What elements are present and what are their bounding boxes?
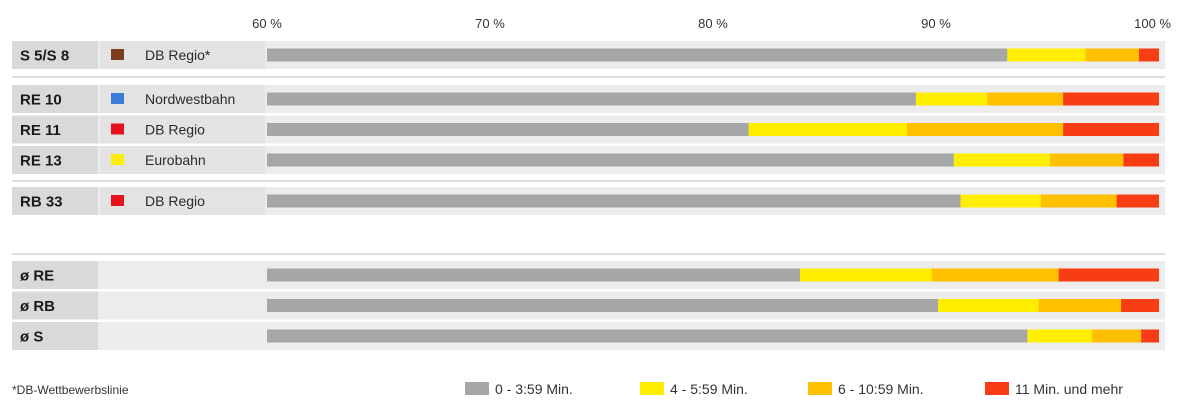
x-tick-label: 60 % bbox=[252, 16, 282, 31]
bar-segment bbox=[267, 92, 916, 106]
line-cell bbox=[12, 146, 98, 174]
bar-segment bbox=[1049, 153, 1124, 167]
bar-segment bbox=[1007, 48, 1086, 62]
bar-segment bbox=[267, 329, 1028, 343]
bar-segment bbox=[267, 48, 1008, 62]
bar-segment bbox=[938, 299, 1039, 312]
footnote: *DB-Wettbewerbslinie bbox=[12, 383, 129, 397]
bar-segment bbox=[931, 268, 1059, 282]
operator-swatch bbox=[111, 195, 124, 206]
legend-label: 4 - 5:59 Min. bbox=[670, 381, 748, 397]
x-tick-label: 70 % bbox=[475, 16, 505, 31]
legend-swatch bbox=[640, 382, 664, 395]
bar-segment bbox=[1138, 48, 1159, 62]
legend-label: 11 Min. und mehr bbox=[1015, 381, 1123, 397]
bar-segment bbox=[907, 123, 1064, 136]
legend-swatch bbox=[808, 382, 832, 395]
operator-label: DB Regio bbox=[145, 193, 205, 209]
x-tick-label: 90 % bbox=[921, 16, 951, 31]
x-tick-label: 100 % bbox=[1134, 16, 1171, 31]
bar-segment bbox=[748, 123, 908, 136]
bar-segment bbox=[267, 268, 800, 282]
bar-segment bbox=[1063, 92, 1159, 106]
bar-segment bbox=[1141, 329, 1159, 343]
line-cell bbox=[12, 85, 98, 113]
bar-segment bbox=[1058, 268, 1159, 282]
line-label: RB 33 bbox=[20, 194, 63, 211]
operator-cell bbox=[100, 187, 265, 215]
bar-segment bbox=[1085, 48, 1139, 62]
operator-label: Eurobahn bbox=[145, 152, 206, 168]
line-label: S 5/S 8 bbox=[20, 48, 69, 65]
bar-segment bbox=[267, 153, 954, 167]
legend-label: 6 - 10:59 Min. bbox=[838, 381, 924, 397]
legend-swatch bbox=[465, 382, 489, 395]
legend-swatch bbox=[985, 382, 1009, 395]
line-cell bbox=[12, 187, 98, 215]
line-cell bbox=[12, 115, 98, 144]
bar-segment bbox=[1123, 153, 1159, 167]
bar-segment bbox=[799, 268, 932, 282]
bar-segment bbox=[1116, 194, 1159, 208]
bar-segment bbox=[1040, 194, 1117, 208]
bar-segment bbox=[1063, 123, 1159, 136]
operator-label: DB Regio* bbox=[145, 47, 211, 63]
line-label: ø S bbox=[20, 329, 43, 346]
operator-cell bbox=[100, 146, 265, 174]
operator-cell bbox=[100, 115, 265, 144]
bar-segment bbox=[1121, 299, 1159, 312]
bar-segment bbox=[267, 123, 749, 136]
bar-segment bbox=[1027, 329, 1093, 343]
line-cell bbox=[12, 322, 98, 350]
bar-segment bbox=[915, 92, 988, 106]
operator-swatch bbox=[111, 49, 124, 60]
operator-swatch bbox=[111, 154, 124, 165]
bar-segment bbox=[960, 194, 1041, 208]
bar-segment bbox=[267, 299, 939, 312]
bar-segment bbox=[987, 92, 1064, 106]
bar-segment bbox=[953, 153, 1050, 167]
legend-label: 0 - 3:59 Min. bbox=[495, 381, 573, 397]
operator-swatch bbox=[111, 93, 124, 104]
bar-segment bbox=[1092, 329, 1142, 343]
line-cell bbox=[12, 41, 98, 69]
operator-swatch bbox=[111, 123, 124, 135]
bar-segment bbox=[267, 194, 961, 208]
line-label: RE 13 bbox=[20, 153, 62, 170]
line-label: RE 10 bbox=[20, 92, 62, 109]
line-label: ø RB bbox=[20, 298, 55, 315]
line-cell bbox=[12, 261, 98, 289]
line-cell bbox=[12, 291, 98, 320]
operator-cell bbox=[100, 85, 265, 113]
operator-label: Nordwestbahn bbox=[145, 91, 235, 107]
bar-segment bbox=[1038, 299, 1122, 312]
operator-label: DB Regio bbox=[145, 122, 205, 138]
line-label: ø RE bbox=[20, 268, 54, 285]
line-label: RE 11 bbox=[20, 122, 61, 139]
operator-cell bbox=[100, 41, 265, 69]
x-tick-label: 80 % bbox=[698, 16, 728, 31]
